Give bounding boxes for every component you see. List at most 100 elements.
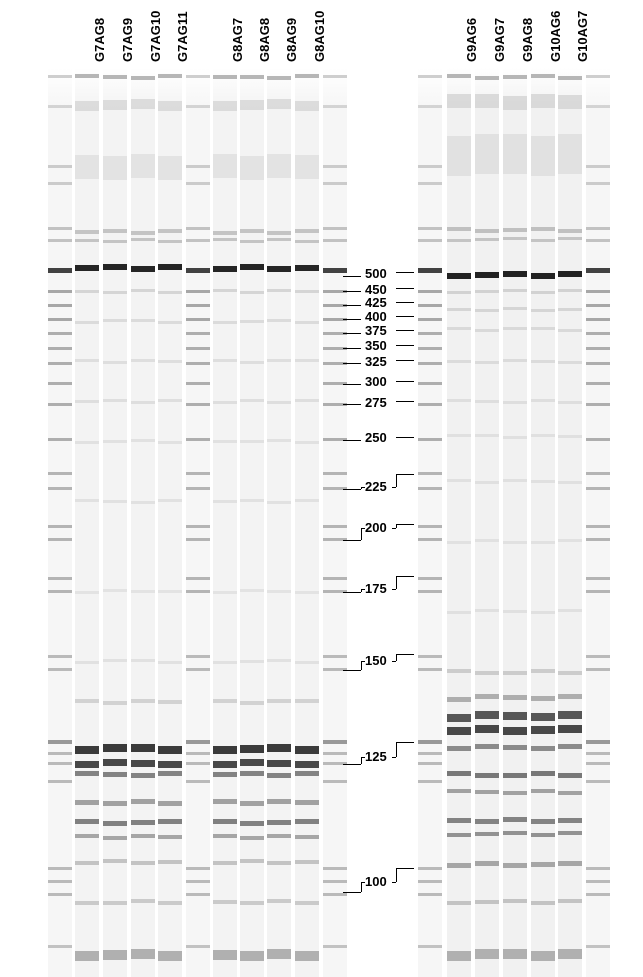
gel-band [131, 319, 155, 322]
gel-band [75, 441, 99, 444]
gel-band [586, 239, 610, 242]
gel-band [158, 156, 182, 180]
gel-band [267, 744, 291, 752]
gel-band [186, 347, 210, 350]
ladder-lane [418, 68, 442, 977]
gel-band [447, 291, 471, 294]
gel-band [131, 834, 155, 838]
gel-band [503, 671, 527, 675]
gel-band [323, 227, 347, 230]
gel-band [323, 268, 347, 273]
gel-band [418, 382, 442, 385]
gel-band [48, 577, 72, 580]
gel-band [586, 538, 610, 541]
gel-band [323, 239, 347, 242]
gel-band [531, 291, 555, 294]
gel-band [186, 945, 210, 948]
gel-band [586, 880, 610, 883]
gel-band [447, 136, 471, 176]
gel-band [558, 329, 582, 332]
gel-band [158, 819, 182, 824]
gel-band [418, 668, 442, 671]
gel-band [295, 951, 319, 961]
size-tick [343, 348, 361, 349]
gel-band [267, 319, 291, 322]
size-marker-label: 100 [365, 874, 387, 889]
gel-band [475, 832, 499, 836]
gel-band [503, 436, 527, 439]
gel-band [103, 500, 127, 503]
gel-band [103, 950, 127, 960]
gel-band [48, 668, 72, 671]
gel-band [131, 266, 155, 272]
gel-band [558, 861, 582, 866]
gel-band [240, 745, 264, 753]
gel-band [531, 399, 555, 402]
sample-lane [158, 68, 182, 977]
gel-band [186, 487, 210, 490]
gel-band [103, 156, 127, 180]
gel-band [48, 332, 72, 335]
gel-band [267, 289, 291, 292]
gel-band [295, 699, 319, 703]
gel-band [418, 867, 442, 870]
gel-band [267, 834, 291, 838]
gel-band [240, 801, 264, 806]
size-tick [396, 742, 397, 757]
gel-band [586, 268, 610, 273]
gel-band [131, 899, 155, 903]
gel-band [131, 760, 155, 767]
gel-band [503, 401, 527, 404]
gel-band [186, 762, 210, 765]
lane-label: G10AG7 [575, 11, 590, 62]
size-marker-label: 375 [365, 323, 387, 338]
size-tick [396, 302, 414, 303]
gel-band [418, 762, 442, 765]
size-tick [396, 345, 414, 346]
gel-band [531, 309, 555, 312]
gel-band [213, 500, 237, 503]
gel-band [418, 577, 442, 580]
gel-band [48, 472, 72, 475]
gel-band [267, 773, 291, 778]
size-tick [396, 524, 397, 528]
gel-band [586, 945, 610, 948]
gel-band [186, 590, 210, 593]
gel-band [558, 134, 582, 174]
gel-band [158, 441, 182, 444]
gel-band [295, 835, 319, 839]
gel-band [586, 75, 610, 78]
sample-lane [75, 68, 99, 977]
gel-band [267, 231, 291, 235]
size-marker-label: 250 [365, 430, 387, 445]
gel-band [213, 359, 237, 362]
gel-band [267, 899, 291, 903]
size-tick [396, 654, 414, 655]
gel-band [186, 525, 210, 528]
gel-band [213, 819, 237, 824]
gel-band [503, 610, 527, 613]
gel-band [240, 499, 264, 502]
gel-band [531, 327, 555, 330]
gel-band [158, 700, 182, 704]
gel-band [558, 308, 582, 311]
gel-band [418, 105, 442, 108]
gel-band [213, 661, 237, 664]
gel-band [558, 831, 582, 835]
gel-band [75, 74, 99, 78]
gel-band [558, 76, 582, 80]
gel-band [586, 525, 610, 528]
gel-band [447, 771, 471, 776]
size-tick [343, 592, 361, 593]
gel-band [75, 761, 99, 768]
size-tick [396, 272, 414, 273]
gel-band [586, 740, 610, 744]
gel-band [48, 239, 72, 242]
gel-band [475, 229, 499, 233]
gel-band [531, 480, 555, 483]
gel-band [475, 134, 499, 174]
gel-band [131, 501, 155, 504]
size-marker-label: 425 [365, 295, 387, 310]
gel-band [531, 94, 555, 108]
gel-band [75, 819, 99, 824]
